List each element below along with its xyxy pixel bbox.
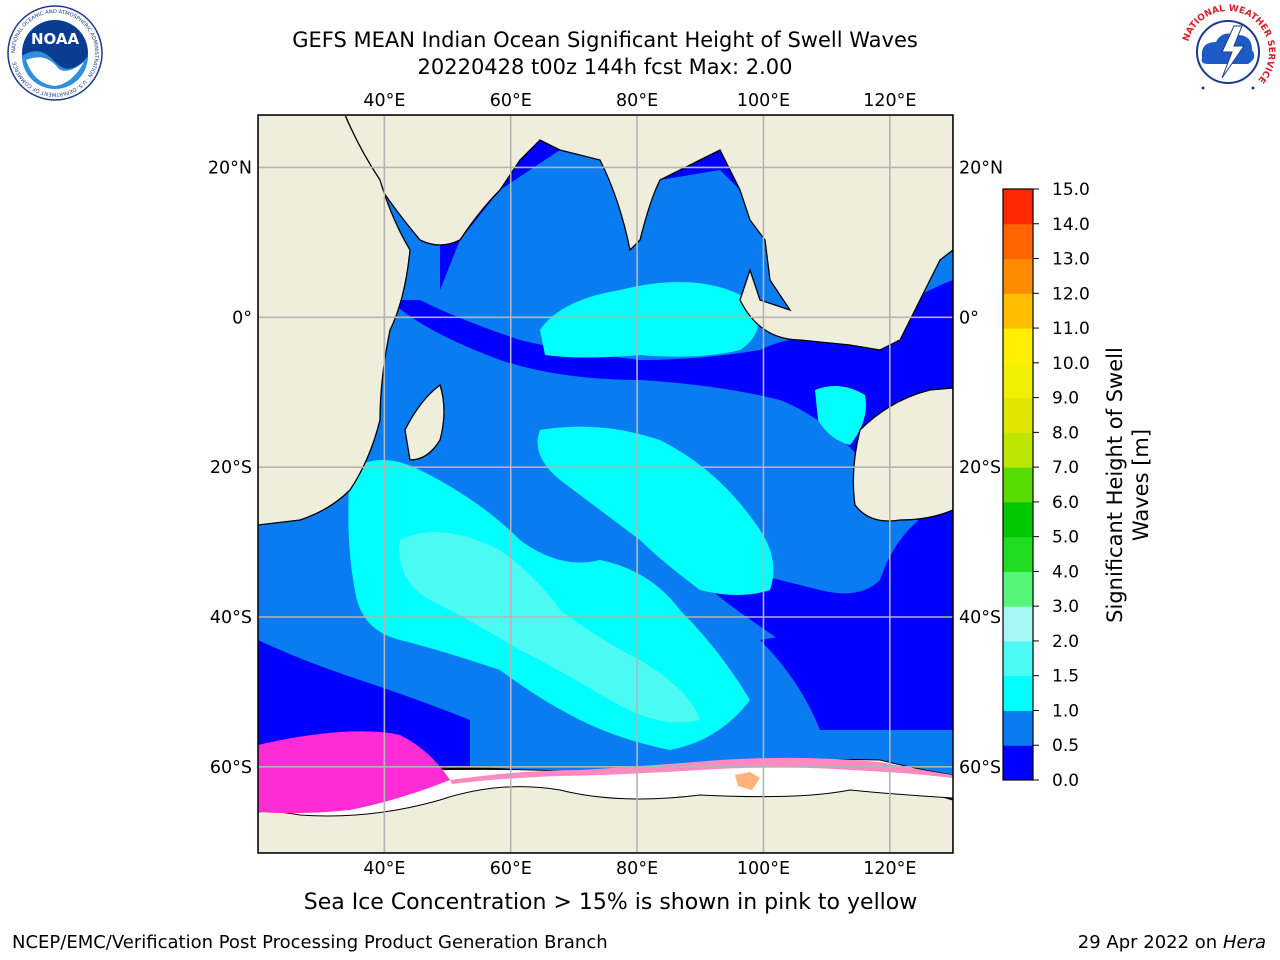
lon-tick-label-top: 80°E <box>616 91 658 111</box>
colorbar-swatch <box>1003 640 1033 677</box>
colorbar-tick-label: 15.0 <box>1052 180 1090 200</box>
colorbar-tick-label: 12.0 <box>1052 284 1090 304</box>
colorbar-tick-label: 13.0 <box>1052 250 1090 270</box>
colorbar-label: Significant Height of Swell Waves [m] <box>1102 325 1154 645</box>
footer-date-text: 29 Apr 2022 on <box>1077 932 1223 953</box>
colorbar: 0.0 0.5 1.0 1.5 2.0 3.0 4.0 5.0 6.0 7.0 8.0 9.0 10.0… <box>1002 180 1090 791</box>
lat-tick-label-left: 20°S <box>210 458 252 478</box>
lon-tick-label-top: 40°E <box>363 91 405 111</box>
lon-tick-label-bottom: 80°E <box>616 859 658 879</box>
colorbar-tick-label: 11.0 <box>1052 319 1090 339</box>
sea-ice-caption: Sea Ice Concentration > 15% is shown in … <box>303 890 918 915</box>
swell-field-1.5-2.0 <box>399 532 700 723</box>
colorbar-swatch <box>1003 397 1033 433</box>
colorbar-swatch <box>1003 467 1033 503</box>
colorbar-tick-label: 9.0 <box>1052 389 1079 409</box>
lat-tick-label-right: 20°N <box>959 158 1003 178</box>
footer-host: Hera <box>1222 932 1266 953</box>
latitude-labels-right: 20°N 0° 20°S 40°S 60°S <box>959 158 1003 777</box>
lat-tick-label-left: 40°S <box>210 608 252 628</box>
lon-tick-label-top: 60°E <box>490 91 532 111</box>
colorbar-tick-label: 1.5 <box>1052 667 1079 687</box>
colorbar-tick-label: 7.0 <box>1052 458 1079 478</box>
lat-tick-label-left: 60°S <box>210 758 252 778</box>
lon-tick-label-bottom: 40°E <box>363 859 405 879</box>
sea-ice-overlay <box>258 731 953 814</box>
colorbar-swatch <box>1003 675 1033 711</box>
colorbar-swatch <box>1003 536 1033 572</box>
colorbar-swatch <box>1003 606 1033 642</box>
colorbar-tick-label: 8.0 <box>1052 423 1079 443</box>
lat-tick-label-right: 0° <box>959 308 979 328</box>
colorbar-swatch <box>1003 258 1033 294</box>
longitude-labels-bottom: 40°E 60°E 80°E 100°E 120°E <box>363 859 916 879</box>
colorbar-swatch <box>1003 189 1033 225</box>
footer-date: 29 Apr 2022 on Hera <box>1078 932 1266 953</box>
map-grid <box>258 115 953 853</box>
noaa-logo: NATIONAL OCEANIC AND ATMOSPHERIC ADMINIS… <box>7 5 103 101</box>
lon-tick-label-bottom: 100°E <box>737 859 790 879</box>
chart-title: GEFS MEAN Indian Ocean Significant Heigh… <box>292 28 918 52</box>
colorbar-tick-label: 14.0 <box>1052 215 1090 235</box>
footer-credit: NCEP/EMC/Verification Post Processing Pr… <box>12 932 608 953</box>
colorbar-swatch <box>1003 571 1033 607</box>
colorbar-tick-label: 3.0 <box>1052 597 1079 617</box>
map-frame <box>257 114 954 854</box>
lat-tick-label-right: 60°S <box>959 758 1001 778</box>
lat-tick-label-right: 40°S <box>959 608 1001 628</box>
lat-tick-label-left: 20°N <box>208 158 252 178</box>
colorbar-tick-label: 10.0 <box>1052 354 1090 374</box>
colorbar-frame <box>1002 188 1034 781</box>
colorbar-tick-label: 0.0 <box>1052 771 1079 791</box>
lat-tick-label-right: 20°S <box>959 458 1001 478</box>
colorbar-swatch <box>1003 432 1033 468</box>
lon-tick-label-top: 120°E <box>863 91 916 111</box>
colorbar-swatch <box>1003 328 1033 364</box>
noaa-logo-text: NOAA <box>31 30 80 48</box>
lon-tick-label-bottom: 60°E <box>490 859 532 879</box>
colorbar-tick-label: 1.0 <box>1052 701 1079 721</box>
colorbar-tick-label: 6.0 <box>1052 493 1079 513</box>
colorbar-label-line2: Waves [m] <box>1129 428 1153 542</box>
colorbar-tick-label: 2.0 <box>1052 632 1079 652</box>
latitude-labels-left: 20°N 0° 20°S 40°S 60°S <box>208 158 252 777</box>
colorbar-swatch <box>1003 362 1033 399</box>
chart-subtitle: 20220428 t00z 144h fcst Max: 2.00 <box>417 55 793 79</box>
colorbar-swatch <box>1003 745 1033 781</box>
lat-tick-label-left: 0° <box>232 308 252 328</box>
colorbar-tick-label: 4.0 <box>1052 562 1079 582</box>
colorbar-label-line1: Significant Height of Swell <box>1103 347 1127 623</box>
colorbar-tick-label: 0.5 <box>1052 736 1079 756</box>
colorbar-swatch <box>1003 710 1033 746</box>
lon-tick-label-bottom: 120°E <box>863 859 916 879</box>
nws-logo: NATIONAL WEATHER SERVICE <box>1180 4 1276 100</box>
map-field <box>258 115 953 853</box>
colorbar-swatch <box>1003 223 1033 260</box>
colorbar-swatch <box>1003 293 1033 329</box>
colorbar-tick-label: 5.0 <box>1052 528 1079 548</box>
longitude-labels-top: 40°E 60°E 80°E 100°E 120°E <box>363 91 916 111</box>
lon-tick-label-top: 100°E <box>737 91 790 111</box>
colorbar-swatch <box>1003 501 1033 538</box>
